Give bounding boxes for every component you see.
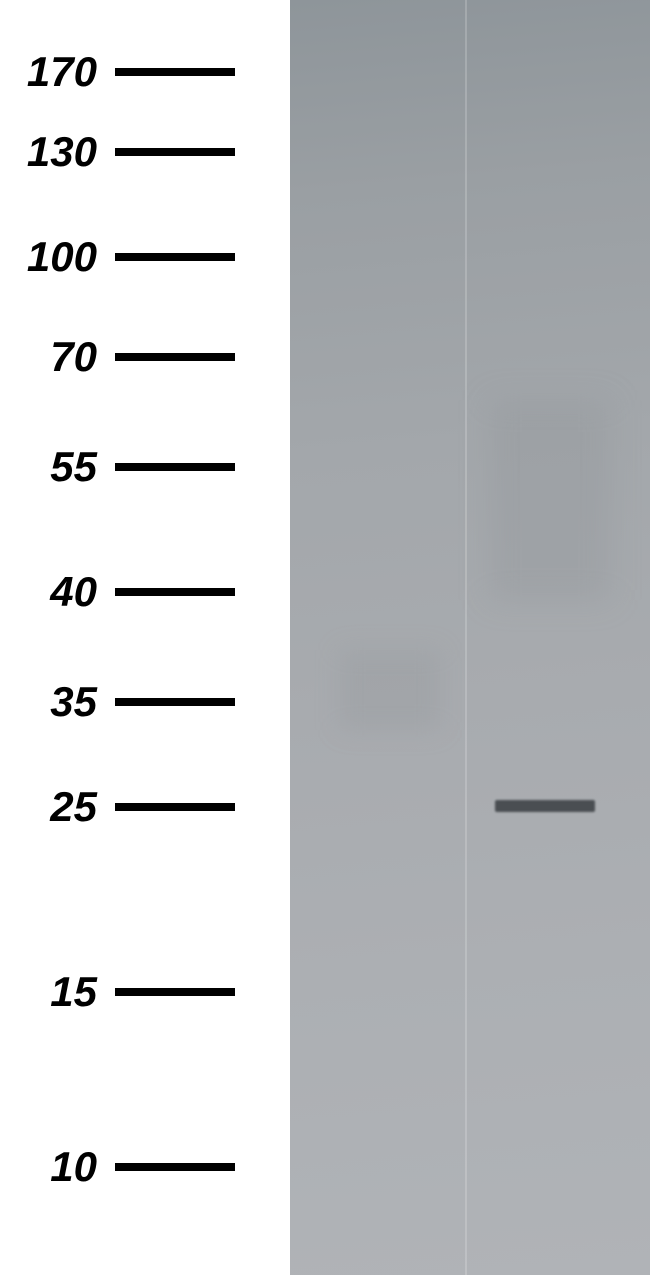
marker-line	[115, 148, 235, 156]
protein-band-25kda	[495, 800, 595, 812]
marker-label: 130	[0, 128, 115, 176]
blot-background	[290, 0, 650, 1275]
marker-35: 35	[0, 678, 290, 726]
marker-10: 10	[0, 1143, 290, 1191]
marker-label: 35	[0, 678, 115, 726]
marker-15: 15	[0, 968, 290, 1016]
marker-130: 130	[0, 128, 290, 176]
marker-line	[115, 253, 235, 261]
molecular-weight-ladder: 170 130 100 70 55 40 35 25	[0, 0, 290, 1275]
marker-label: 25	[0, 783, 115, 831]
marker-label: 170	[0, 48, 115, 96]
marker-170: 170	[0, 48, 290, 96]
marker-line	[115, 463, 235, 471]
marker-line	[115, 68, 235, 76]
blot-membrane	[290, 0, 650, 1275]
marker-label: 40	[0, 568, 115, 616]
marker-line	[115, 353, 235, 361]
marker-label: 15	[0, 968, 115, 1016]
marker-label: 70	[0, 333, 115, 381]
lane-separator	[465, 0, 467, 1275]
marker-label: 10	[0, 1143, 115, 1191]
marker-100: 100	[0, 233, 290, 281]
marker-25: 25	[0, 783, 290, 831]
marker-label: 100	[0, 233, 115, 281]
marker-line	[115, 588, 235, 596]
marker-line	[115, 803, 235, 811]
marker-line	[115, 988, 235, 996]
blot-smudge	[340, 650, 440, 730]
marker-70: 70	[0, 333, 290, 381]
marker-55: 55	[0, 443, 290, 491]
marker-line	[115, 1163, 235, 1171]
marker-40: 40	[0, 568, 290, 616]
marker-line	[115, 698, 235, 706]
blot-smudge	[490, 400, 610, 600]
western-blot-figure: 170 130 100 70 55 40 35 25	[0, 0, 650, 1275]
marker-label: 55	[0, 443, 115, 491]
